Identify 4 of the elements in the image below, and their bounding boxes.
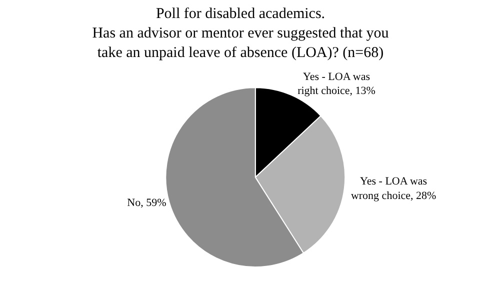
slice-label: No, 59% [127,196,166,209]
slice-label: Yes - LOA was right choice, 13% [298,70,376,98]
chart-title: Poll for disabled academics. Has an advisor or mentor ever suggested that you take an unpaid leave of absence (LOA)? (n=68) [92,6,390,61]
slice-label: Yes - LOA was wrong choice, 28% [350,176,436,202]
